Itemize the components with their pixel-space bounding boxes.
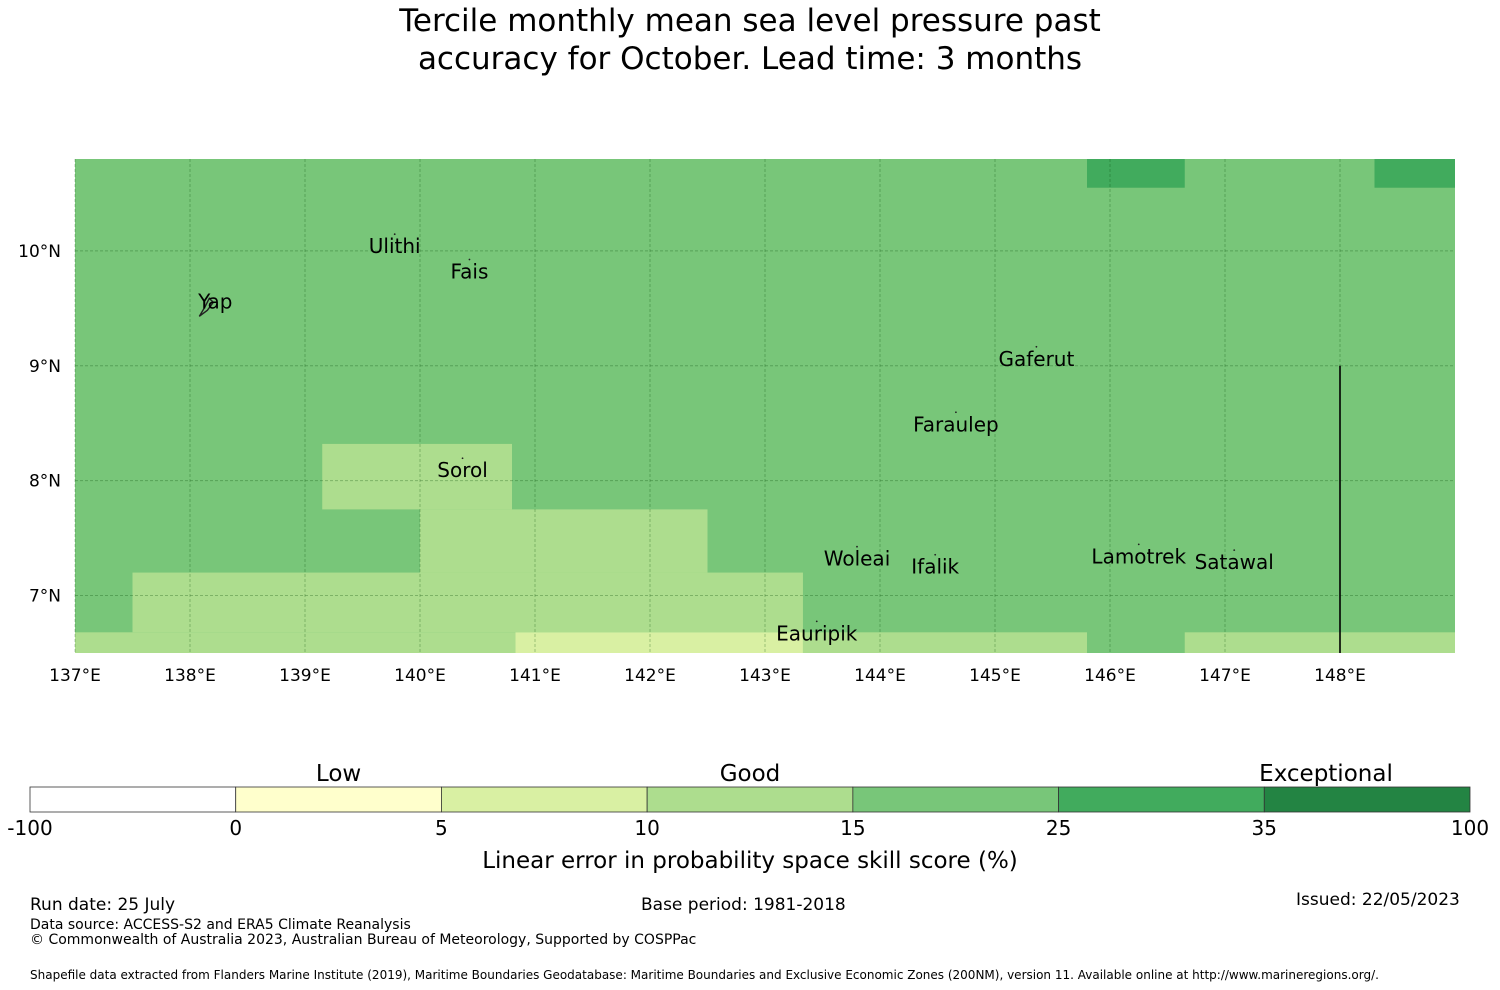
island-dot <box>393 233 396 236</box>
colorbar: -100 0 5 10 15 25 35 100 Low Good Exceptional Linea… <box>7 761 1489 874</box>
map-title: Tercile monthly mean sea level pressure … <box>0 2 1500 78</box>
island-dot <box>461 457 464 460</box>
island-dot <box>955 411 957 414</box>
island-outline <box>198 297 215 317</box>
colorbar-category-label: Low <box>316 761 361 787</box>
skill-cell <box>1184 632 1455 653</box>
lat-tick-label: 9°N <box>29 357 61 377</box>
colorbar-tick-label: 10 <box>634 816 659 840</box>
island-dot <box>856 545 858 548</box>
lon-tick-label: 148°E <box>1314 666 1366 686</box>
skill-cell <box>802 632 1087 653</box>
map-panel: 137°E 138°E 139°E 140°E 141°E 142°E 143°E 144°E… <box>18 159 1455 686</box>
island-dot <box>1137 543 1140 546</box>
place-label: Gaferut <box>998 347 1074 371</box>
colorbar-segment <box>441 786 648 813</box>
lon-tick-label: 143°E <box>739 666 791 686</box>
island-dot <box>1035 345 1038 348</box>
island-dot <box>934 553 937 556</box>
colorbar-axis-label: Linear error in probability space skill … <box>482 848 1018 874</box>
skill-cell <box>515 632 803 653</box>
map-background <box>75 159 1455 653</box>
title-line-2: accuracy for October. Lead time: 3 month… <box>417 41 1083 77</box>
colorbar-category-label: Good <box>720 761 781 787</box>
colorbar-segment <box>1263 786 1471 813</box>
skill-cell <box>75 632 516 653</box>
island-dot <box>815 620 818 623</box>
place-label: Woleai <box>824 547 891 571</box>
colorbar-tick-label: 35 <box>1252 816 1277 840</box>
colorbar-segment <box>235 786 442 813</box>
place-label: Ulithi <box>369 234 421 258</box>
place-label: Sorol <box>437 458 488 482</box>
title-line-1: Tercile monthly mean sea level pressure … <box>399 3 1101 39</box>
place-label: Lamotrek <box>1091 544 1186 568</box>
colorbar-tick-label: 100 <box>1451 816 1489 840</box>
colorbar-tick-label: -100 <box>7 816 52 840</box>
place-label: Eauripik <box>776 621 858 645</box>
skill-cell <box>512 509 708 573</box>
lon-tick-label: 140°E <box>394 666 446 686</box>
lon-tick-label: 145°E <box>969 666 1021 686</box>
skill-cell <box>1087 159 1185 188</box>
colorbar-category-label: Exceptional <box>1259 761 1393 787</box>
map-figure: 137°E 138°E 139°E 140°E 141°E 142°E 143°E 144°E… <box>7 159 1489 874</box>
lon-tick-label: 142°E <box>624 666 676 686</box>
island-dot <box>1233 549 1236 552</box>
island-dot <box>468 258 471 261</box>
place-label: Faraulep <box>913 412 999 436</box>
lon-tick-label: 139°E <box>279 666 331 686</box>
colorbar-segment <box>29 786 237 813</box>
place-label: Fais <box>450 259 488 283</box>
base-period: Base period: 1981-2018 <box>641 895 846 915</box>
place-label: Ifalik <box>911 555 959 579</box>
skill-cell <box>132 572 803 633</box>
shapefile-credit: Shapefile data extracted from Flanders M… <box>30 968 1379 982</box>
lat-tick-label: 7°N <box>29 587 61 607</box>
lon-tick-label: 137°E <box>49 666 101 686</box>
colorbar-tick-label: 25 <box>1046 816 1071 840</box>
colorbar-tick-label: 15 <box>840 816 865 840</box>
skill-cell <box>420 509 512 573</box>
lon-tick-label: 144°E <box>854 666 906 686</box>
colorbar-segment <box>852 786 1059 813</box>
place-label: Yap <box>197 289 232 313</box>
data-source: Data source: ACCESS-S2 and ERA5 Climate … <box>30 917 411 933</box>
lon-tick-label: 141°E <box>509 666 561 686</box>
skill-cell <box>322 443 512 510</box>
lat-tick-label: 10°N <box>18 242 61 262</box>
colorbar-segment <box>646 786 854 813</box>
lat-tick-label: 8°N <box>29 472 61 492</box>
colorbar-tick-label: 0 <box>229 816 242 840</box>
run-date: Run date: 25 July <box>30 895 176 915</box>
lon-tick-label: 146°E <box>1084 666 1136 686</box>
colorbar-segment <box>1058 786 1265 813</box>
lon-tick-label: 147°E <box>1199 666 1251 686</box>
copyright: © Commonwealth of Australia 2023, Austra… <box>30 932 697 948</box>
colorbar-tick-label: 5 <box>435 816 448 840</box>
issued-date: Issued: 22/05/2023 <box>1296 890 1460 910</box>
place-label: Satawal <box>1195 550 1274 574</box>
skill-cell <box>1374 159 1455 188</box>
lon-tick-label: 138°E <box>164 666 216 686</box>
